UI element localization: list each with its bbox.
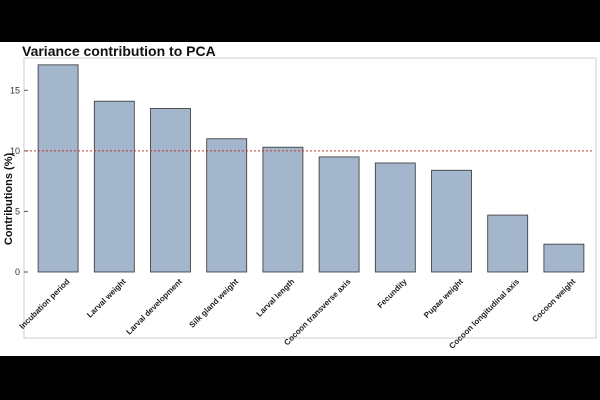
bar (262, 146, 304, 273)
x-tick-label: Larval weight (85, 277, 128, 320)
y-tick-label: 10 (10, 146, 20, 156)
bar (93, 100, 135, 273)
bar (487, 214, 529, 273)
bar (150, 108, 191, 273)
y-tick-label: 15 (10, 85, 20, 95)
plot-border (23, 57, 597, 339)
bar-chart: Variance contribution to PCA Contributio… (3, 43, 597, 351)
x-tick-label: Fecundity (376, 277, 409, 310)
bar-series (37, 64, 585, 273)
x-tick-label: Cocoon weight (530, 277, 577, 324)
x-tick-label: Cocoon transverse axis (282, 277, 353, 348)
chart-frame: Variance contribution to PCA Contributio… (0, 42, 600, 356)
y-tick-label: 0 (15, 267, 20, 277)
bar (37, 64, 79, 273)
x-tick-label: Pupae weight (422, 277, 465, 320)
bar (431, 169, 472, 273)
x-tick-label: Larval length (255, 277, 297, 319)
bar (318, 156, 360, 273)
x-tick-label: Silk gland weight (188, 277, 241, 330)
y-axis-label: Contributions (%) (3, 153, 15, 246)
x-tick-label: Larval development (124, 277, 184, 337)
bar (374, 162, 416, 273)
x-tick-label: Incubation period (18, 277, 72, 331)
bar (543, 243, 585, 273)
y-tick-label: 5 (15, 206, 20, 216)
bar (206, 138, 248, 273)
chart-title: Variance contribution to PCA (22, 43, 216, 59)
